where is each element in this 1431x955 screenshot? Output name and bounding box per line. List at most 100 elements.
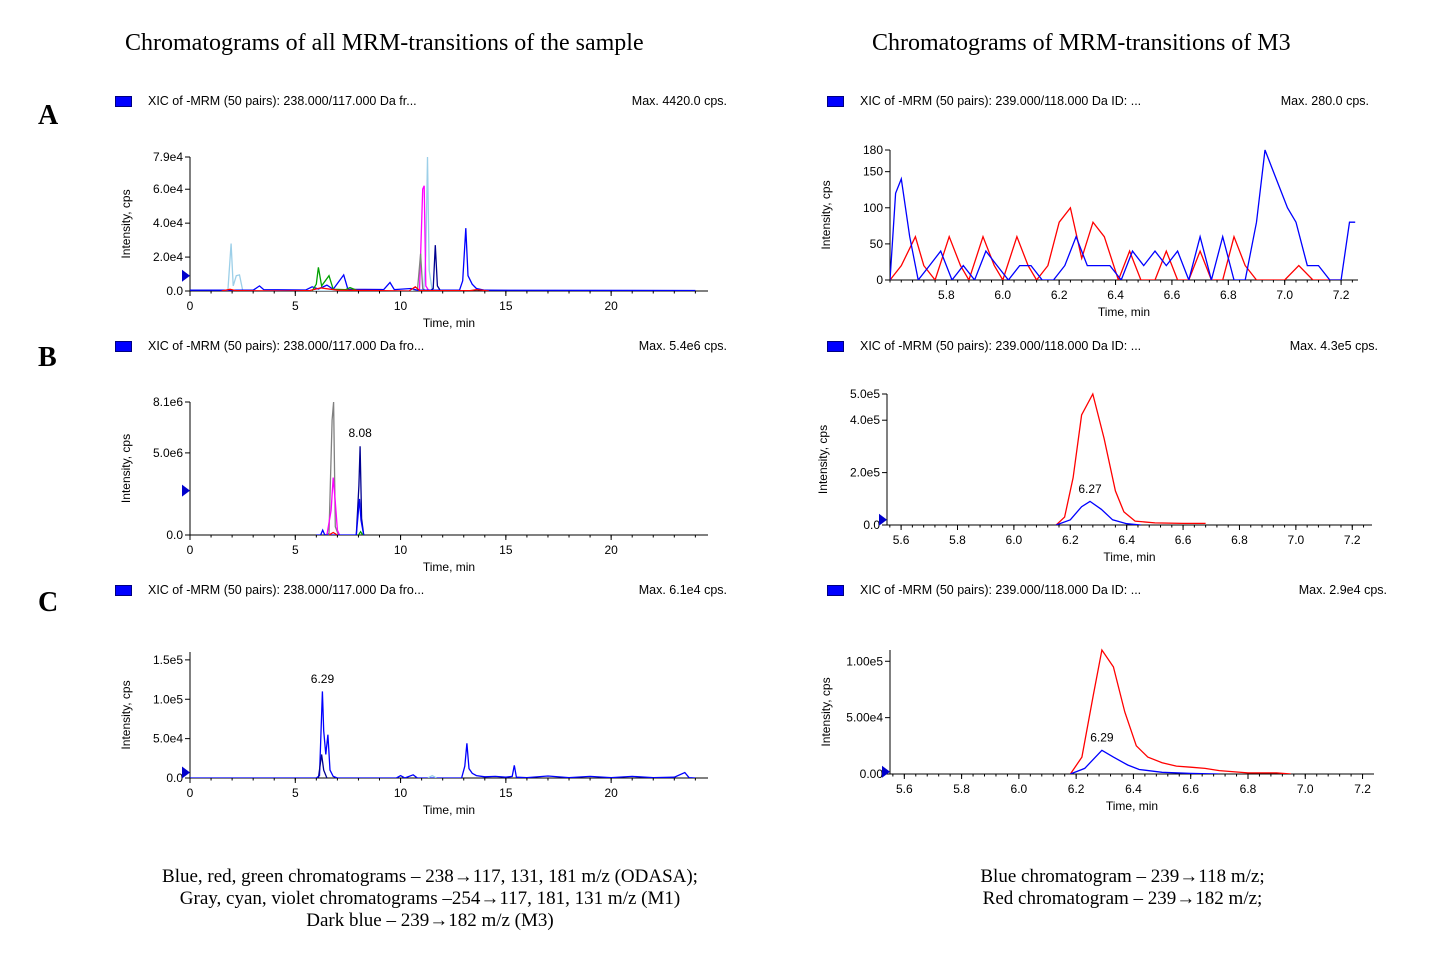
series-line-blue bbox=[316, 498, 365, 535]
series-line-red bbox=[1055, 392, 1206, 525]
x-tick-label: 5.8 bbox=[949, 533, 966, 547]
series-line-red bbox=[1069, 648, 1291, 774]
y-tick-label: 0.0 bbox=[166, 771, 183, 785]
x-tick-label: 0 bbox=[187, 786, 194, 800]
x-axis-label: Time, min bbox=[1103, 550, 1155, 564]
x-tick-label: 6.6 bbox=[1175, 533, 1192, 547]
y-tick-label: 1.0e5 bbox=[153, 692, 183, 706]
x-tick-label: 0 bbox=[187, 299, 194, 313]
chart-a-right: 5.8 6.0 6.2 6.4 6.6 6.8 7.0 7.2 0 50 100 150 180 Time… bbox=[819, 143, 1358, 319]
series-line-cyan bbox=[223, 156, 437, 291]
x-tick-label: 6.4 bbox=[1107, 288, 1124, 302]
x-tick-label: 7.0 bbox=[1288, 533, 1305, 547]
caption-line: Blue chromatogram – 239→118 m/z; bbox=[980, 866, 1265, 887]
x-tick-label: 6.6 bbox=[1164, 288, 1181, 302]
x-tick-label: 0 bbox=[187, 543, 194, 557]
y-tick-label: 8.1e6 bbox=[153, 395, 183, 409]
x-tick-label: 6.0 bbox=[994, 288, 1011, 302]
y-tick-label: 5.00e4 bbox=[846, 711, 883, 725]
max-cps-label: Max. 5.4e6 cps. bbox=[638, 339, 727, 353]
legend-swatch-icon bbox=[827, 96, 844, 107]
peak-label: 8.08 bbox=[348, 426, 372, 440]
x-tick-label: 6.2 bbox=[1051, 288, 1068, 302]
panel-letter-b: B bbox=[38, 342, 57, 373]
y-tick-label: 6.0e4 bbox=[153, 182, 183, 196]
x-tick-label: 6.4 bbox=[1125, 782, 1142, 796]
peak-label: 6.29 bbox=[1090, 731, 1114, 745]
peak-label: 6.27 bbox=[1078, 482, 1102, 496]
y-axis-label: Intensity, cps bbox=[819, 677, 833, 746]
x-tick-label: 5 bbox=[292, 543, 299, 557]
baseline-marker-icon bbox=[879, 513, 887, 526]
y-tick-label: 4.0e4 bbox=[153, 216, 183, 230]
y-tick-label: 100 bbox=[863, 201, 883, 215]
x-tick-label: 7.0 bbox=[1297, 782, 1314, 796]
y-tick-label: 0.0 bbox=[166, 284, 183, 298]
x-tick-label: 6.0 bbox=[1011, 782, 1028, 796]
x-tick-label: 15 bbox=[499, 299, 513, 313]
chart-b-right: 5.6 5.8 6.0 6.2 6.4 6.6 6.8 7.0 7.2 0.0 2.0e5 4.0e5… bbox=[816, 387, 1372, 564]
xic-label: XIC of -MRM (50 pairs): 239.000/118.000 … bbox=[860, 94, 1142, 108]
y-tick-label: 150 bbox=[863, 165, 883, 179]
panel-letter-a: A bbox=[38, 100, 59, 131]
y-tick-label: 50 bbox=[870, 237, 884, 251]
series-line-blue bbox=[190, 228, 696, 291]
y-tick-label: 1.5e5 bbox=[153, 653, 183, 667]
legend-swatch-icon bbox=[827, 585, 844, 596]
y-axis-label: Intensity, cps bbox=[816, 425, 830, 494]
series-line-cyan bbox=[427, 774, 437, 778]
max-cps-label: Max. 6.1e4 cps. bbox=[638, 583, 727, 597]
x-axis-label: Time, min bbox=[423, 803, 475, 817]
x-tick-label: 20 bbox=[604, 786, 618, 800]
y-axis-label: Intensity, cps bbox=[119, 189, 133, 258]
x-tick-label: 5 bbox=[292, 786, 299, 800]
xic-label: XIC of -MRM (50 pairs): 238.000/117.000 … bbox=[148, 583, 425, 597]
y-axis-label: Intensity, cps bbox=[819, 180, 833, 249]
x-tick-label: 6.2 bbox=[1068, 782, 1085, 796]
x-tick-label: 15 bbox=[499, 543, 513, 557]
x-tick-label: 6.8 bbox=[1240, 782, 1257, 796]
series-line-violet bbox=[326, 477, 341, 535]
series-line-red bbox=[221, 285, 490, 291]
caption-line: Red chromatogram – 239→182 m/z; bbox=[982, 888, 1263, 909]
caption-line: Dark blue – 239→182 m/z (M3) bbox=[306, 910, 554, 931]
legend-swatch-icon bbox=[115, 585, 132, 596]
y-tick-label: 0.0 bbox=[166, 528, 183, 542]
y-axis-label: Intensity, cps bbox=[119, 680, 133, 749]
x-tick-label: 6.4 bbox=[1118, 533, 1135, 547]
x-axis-label: Time, min bbox=[1106, 799, 1158, 813]
series-line-blue bbox=[1070, 749, 1220, 774]
left-caption: Blue, red, green chromatograms – 238→117… bbox=[100, 866, 760, 932]
legend-swatch-icon bbox=[827, 341, 844, 352]
xic-label: XIC of -MRM (50 pairs): 238.000/117.000 … bbox=[148, 94, 417, 108]
y-tick-label: 180 bbox=[863, 143, 883, 157]
x-tick-label: 6.2 bbox=[1062, 533, 1079, 547]
y-tick-label: 7.9e4 bbox=[153, 150, 183, 164]
x-axis-label: Time, min bbox=[423, 316, 475, 330]
caption-line: Blue, red, green chromatograms – 238→117… bbox=[162, 866, 698, 887]
series-line-green bbox=[357, 530, 364, 535]
baseline-marker-icon bbox=[882, 765, 890, 778]
x-tick-label: 5 bbox=[292, 299, 299, 313]
x-axis-label: Time, min bbox=[1098, 305, 1150, 319]
y-tick-label: 0 bbox=[876, 273, 883, 287]
series-line-blue bbox=[190, 691, 696, 778]
baseline-marker-icon bbox=[182, 269, 190, 282]
chart-b-left: 0 5 10 15 20 0.0 5.0e6 8.1e6 Time, min Intensity,… bbox=[119, 395, 708, 574]
max-cps-label: Max. 2.9e4 cps. bbox=[1298, 583, 1387, 597]
x-tick-label: 15 bbox=[499, 786, 513, 800]
x-tick-label: 5.6 bbox=[896, 782, 913, 796]
x-tick-label: 6.8 bbox=[1231, 533, 1248, 547]
legend-swatch-icon bbox=[115, 96, 132, 107]
y-tick-label: 5.0e6 bbox=[153, 446, 183, 460]
chart-a-left: 0 5 10 15 20 0.0 2.0e4 4.0e4 6.0e4 7.9e4 Time, min… bbox=[119, 150, 708, 330]
series-line-green bbox=[311, 267, 359, 291]
max-cps-label: Max. 280.0 cps. bbox=[1280, 94, 1369, 108]
right-column-title: Chromatograms of MRM-transitions of M3 bbox=[872, 30, 1291, 56]
xic-label: XIC of -MRM (50 pairs): 239.000/118.000 … bbox=[860, 339, 1142, 353]
x-tick-label: 6.0 bbox=[1006, 533, 1023, 547]
x-tick-label: 6.6 bbox=[1182, 782, 1199, 796]
baseline-marker-icon bbox=[182, 766, 190, 779]
series-line-red bbox=[328, 531, 338, 535]
x-tick-label: 6.8 bbox=[1220, 288, 1237, 302]
